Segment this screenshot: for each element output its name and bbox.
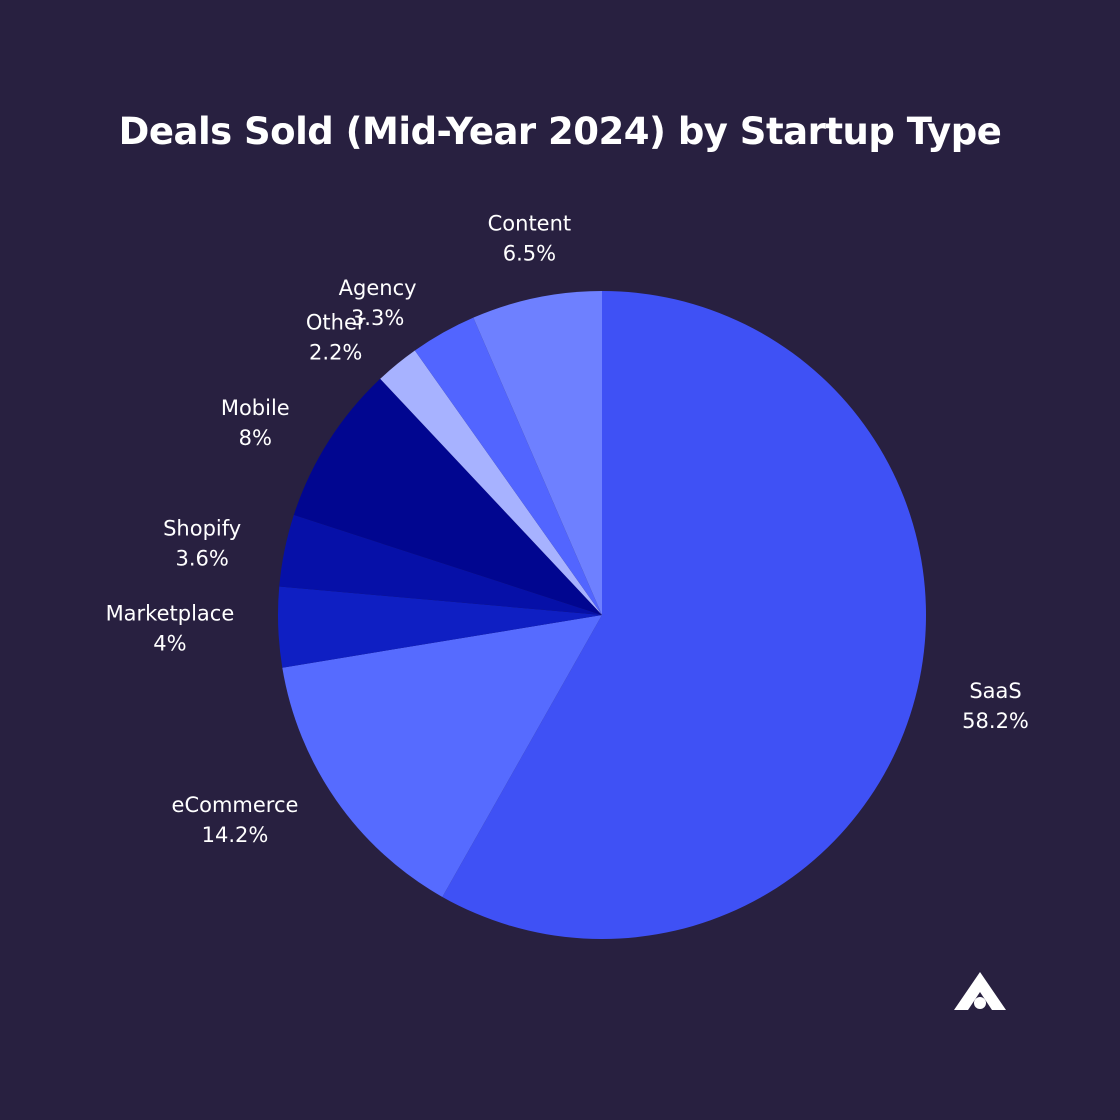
slice-name-ecommerce: eCommerce <box>172 793 299 817</box>
slice-value-agency: 3.3% <box>351 306 404 330</box>
slice-value-other: 2.2% <box>309 341 362 365</box>
pie-slice-other <box>380 350 602 615</box>
slice-value-mobile: 8% <box>239 426 272 450</box>
slice-label-ecommerce: eCommerce 14.2% <box>172 793 299 847</box>
slice-label-agency: Agency 3.3% <box>339 276 417 330</box>
slice-name-marketplace: Marketplace <box>106 601 235 625</box>
slice-name-content: Content <box>488 211 572 235</box>
slice-name-other: Other <box>306 311 366 335</box>
slice-value-ecommerce: 14.2% <box>202 823 269 847</box>
slice-label-other: Other 2.2% <box>306 311 366 365</box>
slice-label-mobile: Mobile 8% <box>221 396 290 450</box>
pie-slice-marketplace <box>277 586 602 668</box>
slice-name-saas: SaaS <box>969 679 1021 703</box>
slice-value-shopify: 3.6% <box>175 547 228 571</box>
slice-name-agency: Agency <box>339 276 417 300</box>
slice-name-shopify: Shopify <box>163 517 241 541</box>
slice-label-marketplace: Marketplace 4% <box>106 601 235 655</box>
slice-label-shopify: Shopify 3.6% <box>163 517 241 571</box>
brand-logo-icon <box>954 972 1006 1010</box>
pie-slice-content <box>473 291 602 615</box>
pie-slice-mobile <box>293 378 602 615</box>
pie-slice-saas <box>442 291 927 939</box>
pie-slice-ecommerce <box>282 615 602 897</box>
slice-label-content: Content 6.5% <box>488 211 572 265</box>
chart-title: Deals Sold (Mid-Year 2024) by Startup Ty… <box>118 110 1002 153</box>
slice-value-saas: 58.2% <box>962 709 1029 733</box>
pie-slice-shopify <box>279 514 602 615</box>
pie-slice-agency <box>414 317 602 615</box>
slice-value-marketplace: 4% <box>153 631 186 655</box>
slice-name-mobile: Mobile <box>221 396 290 420</box>
slice-label-saas: SaaS 58.2% <box>962 679 1029 733</box>
slice-value-content: 6.5% <box>503 241 556 265</box>
